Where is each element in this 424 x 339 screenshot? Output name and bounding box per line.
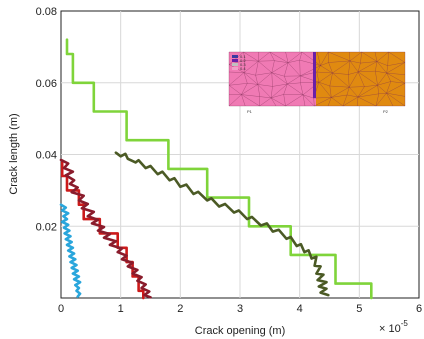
x-axis-multiplier-base: × 10 [379,323,401,335]
inset-legend-swatch [232,55,238,58]
x-tick-label: 5 [356,303,362,315]
x-tick-label: 6 [416,303,422,315]
y-tick-label: 0.02 [36,221,57,233]
y-tick-label: 0.06 [36,78,57,90]
inset-mesh-image: 0.10.20.30.4 P1 P2 [228,51,406,114]
y-tick-label: 0.08 [36,6,57,18]
inset-right-label: P2 [383,109,389,114]
inset-legend-swatch [232,59,238,62]
inset-legend-swatch [232,63,238,66]
y-axis-title: Crack length (m) [8,113,20,194]
inset-mesh [228,51,406,107]
x-axis-title: Crack opening (m) [195,325,285,337]
series-line-5 [59,203,82,298]
inset-left-domain [229,52,316,106]
inset-legend-text: 0.4 [240,66,246,71]
x-tick-labels: 0 1 2 3 4 5 6 [58,303,422,315]
inset-legend-text: 0.2 [240,58,246,63]
series-line-4 [59,158,152,299]
x-tick-label: 0 [58,303,64,315]
series-line-2 [114,151,330,297]
y-tick-labels: 0.02 0.04 0.06 0.08 [36,6,57,233]
x-axis-multiplier-exp: -5 [401,319,409,328]
inset-legend-text: 0.1 [240,54,246,59]
y-tick-label: 0.04 [36,150,57,162]
x-tick-label: 3 [237,303,243,315]
x-tick-label: 4 [297,303,303,315]
inset-legend-text: 0.3 [240,62,246,67]
inset-crack [313,52,316,98]
x-axis-multiplier: × 10-5 [379,319,408,335]
series-layer [59,38,373,300]
x-tick-label: 1 [118,303,124,315]
inset-left-label: P1 [247,109,253,114]
series-line-1 [65,38,373,300]
inset-legend-swatch [232,67,238,70]
inset-right-domain [316,52,405,106]
x-tick-label: 2 [177,303,183,315]
